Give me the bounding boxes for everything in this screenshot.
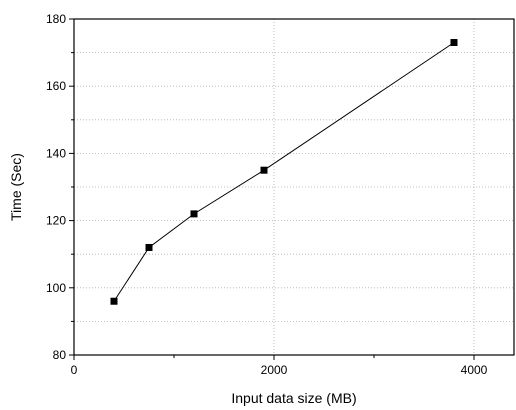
y-tick-label: 180 [46,12,66,26]
series-line-layer [113,42,455,302]
series-line [113,42,455,302]
y-axis-title: Time (Sec) [8,153,24,221]
tick-label-layer: 0 2000 4000 80 100 120 140 160 180 [46,12,488,377]
data-point-marker [190,210,198,218]
y-tick-label: 160 [46,79,66,93]
x-tick-label: 4000 [461,363,488,377]
y-tick-label: 120 [46,214,66,228]
data-point-marker [110,297,118,305]
data-point-marker [145,243,153,251]
x-tick-label: 2000 [261,363,288,377]
y-tick-label: 80 [53,348,67,362]
y-tick-label: 140 [46,146,66,160]
x-axis-title: Input data size (MB) [231,390,356,406]
marker-layer [110,39,458,305]
x-tick-label: 0 [71,363,78,377]
grid-layer [74,19,514,355]
data-point-marker [450,39,458,47]
data-point-marker [260,166,268,174]
y-tick-label: 100 [46,281,66,295]
tick-layer [69,18,475,360]
